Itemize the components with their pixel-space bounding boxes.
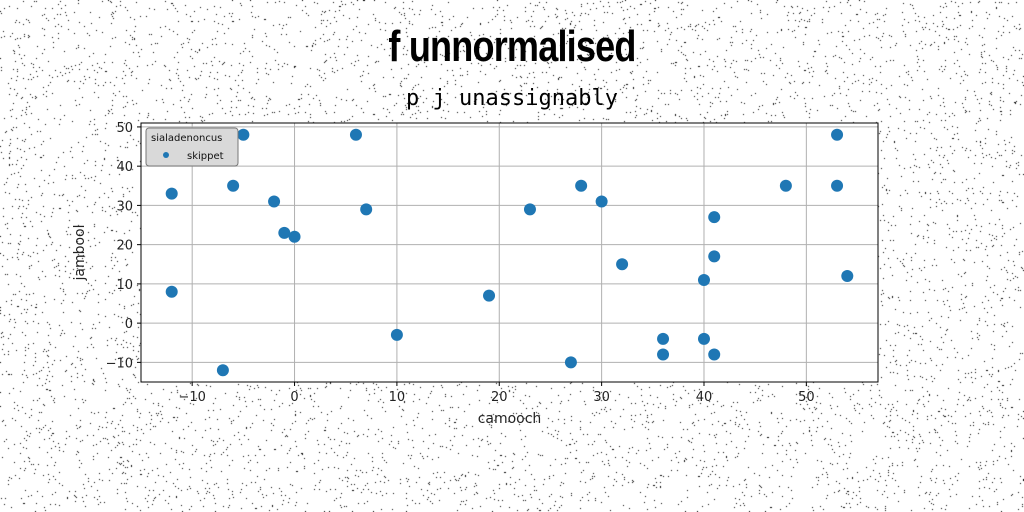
data-point [575,179,588,192]
legend-marker [163,152,169,158]
data-point [483,289,496,302]
data-point [616,258,629,271]
data-point [841,270,854,283]
data-point [278,226,291,239]
data-point [657,348,670,361]
data-point [564,356,577,369]
y-tick-label: 40 [116,160,133,175]
data-point [360,203,373,216]
x-tick-label: 40 [696,390,713,405]
y-tick-label: −10 [106,356,133,371]
data-point [779,179,792,192]
data-point [595,195,608,208]
y-tick-label: 20 [116,239,133,254]
y-axis-label: jambool [72,224,88,281]
data-point [523,203,536,216]
data-point [349,128,362,141]
chart-subtitle: p j unassignably [406,86,618,111]
x-tick-label: 0 [290,390,298,405]
x-tick-label: 50 [798,390,815,405]
plot-background [141,123,878,382]
data-point [708,250,721,263]
y-tick-label: 50 [116,121,133,136]
chart-title: f unnormalised [388,22,636,71]
data-point [165,187,178,200]
legend: sialadenoncus skippet [145,127,239,167]
x-tick-label: −10 [178,390,205,405]
x-axis-label: camooch [478,411,542,427]
data-points [165,128,854,377]
data-point [227,179,240,192]
x-tick-label: 20 [491,390,508,405]
x-tick-label: 10 [389,390,406,405]
data-point [657,332,670,345]
data-point [708,211,721,224]
y-tick-label: 0 [125,317,133,332]
plot-frame [140,122,879,383]
data-point [165,285,178,298]
data-point [237,128,250,141]
data-point [216,364,229,377]
legend-box [145,127,239,167]
legend-entry-skippet: skippet [187,151,224,162]
y-tick-label: 10 [116,278,133,293]
data-point [708,348,721,361]
data-point [697,332,710,345]
legend-title: sialadenoncus [151,133,222,144]
x-tick-label: 30 [593,390,610,405]
y-tick-label: 30 [116,199,133,214]
data-point [288,230,301,243]
grid-lines [141,123,878,382]
data-point [268,195,281,208]
data-point [831,128,844,141]
data-point [831,179,844,192]
axis-ticks: −10 0 10 20 30 40 50 −10 0 10 20 30 40 50 [106,121,815,405]
data-point [697,273,710,286]
data-point [390,328,403,341]
